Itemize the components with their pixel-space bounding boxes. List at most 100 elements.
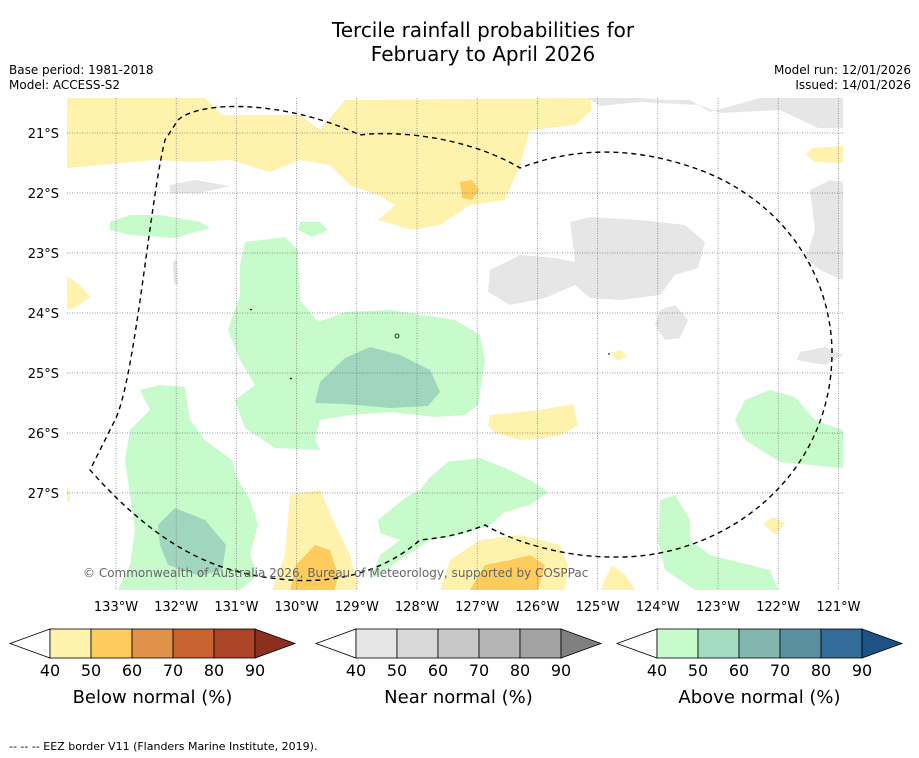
legend-title: Below normal (%) [73, 687, 233, 708]
lon-label: 125°W [576, 600, 620, 615]
above50-region-1 [315, 347, 440, 408]
legend-tick: 40 [647, 661, 667, 680]
lat-label: 23°S [28, 247, 59, 262]
legend-near: 40 50 60 70 80 90 Near normal (%) [314, 628, 603, 708]
model-name: Model: ACCESS-S2 [9, 78, 121, 92]
lat-label: 22°S [28, 187, 59, 202]
lon-label: 129°W [335, 600, 379, 615]
map-panel [67, 98, 843, 590]
below-region-small1 [763, 517, 785, 535]
above-region-se [658, 495, 778, 590]
legend-title: Above normal (%) [678, 687, 840, 708]
legend-tick: 80 [811, 661, 831, 680]
legend-swatch [738, 628, 781, 659]
below-region-center [488, 404, 578, 440]
title-line-2: February to April 2026 [370, 42, 596, 66]
near-region-7 [173, 260, 178, 285]
legend-right-arrow [254, 628, 297, 659]
legend-tick: 70 [770, 661, 790, 680]
legend-tick: 40 [40, 661, 60, 680]
lat-label: 25°S [28, 367, 59, 382]
lat-label: 27°S [28, 487, 59, 502]
below-region-west [67, 276, 90, 310]
lon-label: 132°W [154, 600, 198, 615]
legend-tick: 50 [387, 661, 407, 680]
lat-label: 21°S [28, 127, 59, 142]
below-region-south [272, 490, 358, 590]
legend-left-arrow [314, 628, 357, 659]
lon-label: 124°W [636, 600, 680, 615]
below-region-south3 [600, 565, 635, 590]
legend-swatch [396, 628, 439, 659]
above-region-east [735, 390, 843, 468]
legend-title: Near normal (%) [384, 687, 533, 708]
near-region-3 [488, 217, 705, 305]
lon-label: 126°W [515, 600, 559, 615]
legend-right-arrow [861, 628, 904, 659]
above50-region-2 [158, 508, 226, 576]
near-region-2 [170, 180, 230, 193]
lon-label: 122°W [756, 600, 800, 615]
legend-swatch [437, 628, 480, 659]
below50-region-2 [290, 545, 338, 590]
near-region-4 [806, 180, 843, 280]
above-region-1 [110, 215, 210, 238]
copyright-text: © Commonwealth of Australia 2026, Bureau… [83, 566, 588, 580]
above-region-sw [118, 385, 258, 590]
latitude-labels: 21°S 22°S 23°S 24°S 25°S 26°S 27°S [28, 127, 59, 502]
speck-3 [289, 377, 293, 380]
legend-left-arrow [615, 628, 658, 659]
legend-tick: 80 [204, 661, 224, 680]
below-region-north [67, 98, 592, 230]
base-period: Base period: 1981-2018 [9, 63, 154, 77]
legend-area: 40 50 60 70 80 90 Below normal (%) 40 50 60 70 80 90… [8, 628, 904, 708]
legend-swatch [213, 628, 256, 659]
eez-border [89, 105, 833, 582]
legend-swatch [355, 628, 398, 659]
legend-swatch [478, 628, 521, 659]
legend-tick: 60 [428, 661, 448, 680]
meta-left: Base period: 1981-2018 Model: ACCESS-S2 [9, 63, 154, 93]
eez-footer-note: -- -- -- EEZ border V11 (Flanders Marine… [9, 740, 318, 753]
near-region-1 [588, 98, 843, 128]
lon-label: 127°W [455, 600, 499, 615]
below50-region-3 [470, 555, 545, 590]
legend-tick: 90 [245, 661, 265, 680]
legend-tick: 80 [510, 661, 530, 680]
lon-label: 133°W [94, 600, 138, 615]
below-region-small3 [67, 488, 70, 502]
legend-above: 40 50 60 70 80 90 Above normal (%) [615, 628, 904, 708]
legend-tick: 90 [852, 661, 872, 680]
near-region-6 [797, 347, 843, 365]
issued-date: Issued: 14/01/2026 [795, 78, 911, 92]
legend-tick: 40 [346, 661, 366, 680]
map-title: Tercile rainfall probabilities for Febru… [0, 18, 919, 66]
legend-swatch [172, 628, 215, 659]
above-region-south [370, 458, 548, 580]
legend-swatch [519, 628, 562, 659]
legend-tick: 70 [163, 661, 183, 680]
legend-swatch [49, 628, 92, 659]
below-region-ne [806, 146, 843, 163]
legend-left-arrow [8, 628, 51, 659]
above-region-2 [298, 222, 328, 237]
speck-2 [249, 308, 253, 311]
near-region-5 [655, 305, 688, 340]
legend-tick: 60 [729, 661, 749, 680]
legend-below: 40 50 60 70 80 90 Below normal (%) [8, 628, 297, 708]
legend-tick: 70 [469, 661, 489, 680]
legend-right-arrow [560, 628, 603, 659]
below50-region-1 [460, 180, 479, 200]
speck-1 [394, 333, 400, 339]
legend-swatch [90, 628, 133, 659]
legend-tick: 50 [688, 661, 708, 680]
below-region-small2 [610, 350, 627, 361]
lat-label: 24°S [28, 307, 59, 322]
lon-label: 123°W [696, 600, 740, 615]
legend-swatch [779, 628, 822, 659]
title-line-1: Tercile rainfall probabilities for [331, 18, 635, 42]
model-run: Model run: 12/01/2026 [773, 63, 911, 77]
legend-swatch [131, 628, 174, 659]
legend-tick: 50 [81, 661, 101, 680]
